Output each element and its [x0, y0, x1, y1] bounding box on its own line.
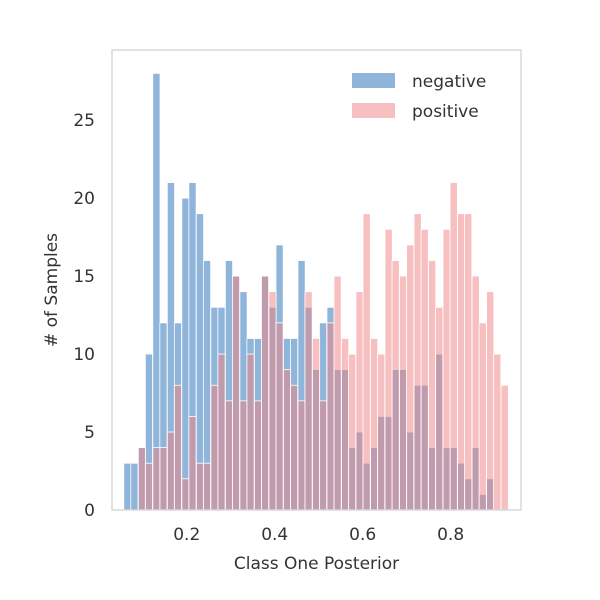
- positive-bar-25: [319, 400, 328, 511]
- positive-bar-6: [181, 478, 190, 511]
- positive-bar-34: [384, 228, 393, 511]
- positive-bar-41: [435, 306, 444, 511]
- positive-bar-10: [210, 384, 219, 511]
- positive-bar-11: [217, 353, 226, 511]
- negative-bar-0: [123, 462, 132, 511]
- positive-bar-48: [486, 291, 495, 511]
- positive-bar-30: [355, 291, 364, 511]
- positive-bar-38: [413, 213, 422, 511]
- positive-bar-46: [471, 275, 480, 511]
- positive-bar-21: [290, 384, 299, 511]
- y-tick-label: 25: [73, 111, 95, 131]
- y-tick-label: 15: [73, 267, 95, 287]
- positive-bar-33: [377, 353, 386, 511]
- legend: negative positive: [352, 72, 486, 122]
- positive-bar-44: [457, 213, 466, 511]
- x-axis-ticks: 0.2 0.4 0.6 0.8: [173, 525, 464, 545]
- positive-bar-24: [312, 338, 321, 511]
- positive-bar-42: [442, 228, 451, 511]
- legend-swatch-positive: [352, 103, 395, 118]
- positive-bar-9: [202, 462, 212, 511]
- positive-bar-31: [362, 213, 371, 511]
- positive-bar-20: [283, 369, 292, 511]
- positive-bar-32: [370, 338, 379, 511]
- positive-bar-2: [152, 447, 161, 511]
- positive-bar-8: [195, 462, 204, 511]
- positive-bar-49: [493, 353, 502, 511]
- legend-label-positive: positive: [412, 102, 479, 122]
- positive-bar-29: [348, 353, 357, 511]
- positive-bar-47: [478, 322, 487, 511]
- legend-swatch-negative: [352, 73, 395, 88]
- positive-bar-39: [420, 228, 429, 511]
- x-tick-label: 0.6: [349, 525, 376, 545]
- positive-bar-4: [166, 431, 175, 511]
- x-tick-label: 0.2: [173, 525, 200, 545]
- positive-bar-14: [239, 400, 248, 511]
- y-axis-label: # of Samples: [42, 233, 62, 347]
- positive-bar-7: [188, 416, 197, 511]
- positive-bar-16: [253, 400, 263, 511]
- legend-label-negative: negative: [412, 72, 486, 92]
- negative-bar-8: [181, 197, 190, 511]
- positive-bar-18: [268, 291, 277, 511]
- x-tick-label: 0.4: [261, 525, 288, 545]
- positive-bar-22: [297, 400, 306, 511]
- x-tick-label: 0.8: [437, 525, 464, 545]
- positive-bar-36: [399, 275, 408, 511]
- positive-bar-27: [333, 275, 342, 511]
- positive-bar-43: [449, 182, 458, 511]
- plot-frame: [111, 49, 522, 511]
- y-tick-label: 10: [73, 345, 95, 365]
- y-axis-ticks: 0 5 10 15 20 25: [73, 111, 95, 521]
- positive-bar-45: [464, 213, 473, 511]
- positive-bar-5: [173, 384, 182, 511]
- positive-bar-26: [326, 322, 335, 511]
- y-tick-label: 20: [73, 189, 95, 209]
- positive-bar-50: [500, 384, 509, 511]
- positive-bar-35: [391, 260, 400, 511]
- positive-bar-40: [428, 260, 437, 511]
- negative-bar-4: [152, 72, 161, 511]
- positive-bar-28: [341, 338, 350, 511]
- positive-bar-19: [275, 322, 284, 511]
- positive-bar-13: [231, 275, 241, 511]
- positive-bar-15: [246, 353, 255, 511]
- positive-bar-0: [137, 447, 146, 511]
- y-tick-label: 0: [84, 501, 95, 521]
- x-axis-label: Class One Posterior: [234, 554, 399, 574]
- positive-bar-17: [261, 275, 270, 511]
- positive-bar-23: [304, 291, 313, 511]
- positive-bar-1: [144, 462, 153, 511]
- positive-bar-37: [406, 244, 415, 511]
- negative-bar-1: [130, 462, 139, 511]
- positive-bar-12: [224, 400, 234, 511]
- y-tick-label: 5: [84, 423, 95, 443]
- positive-bar-3: [159, 447, 168, 511]
